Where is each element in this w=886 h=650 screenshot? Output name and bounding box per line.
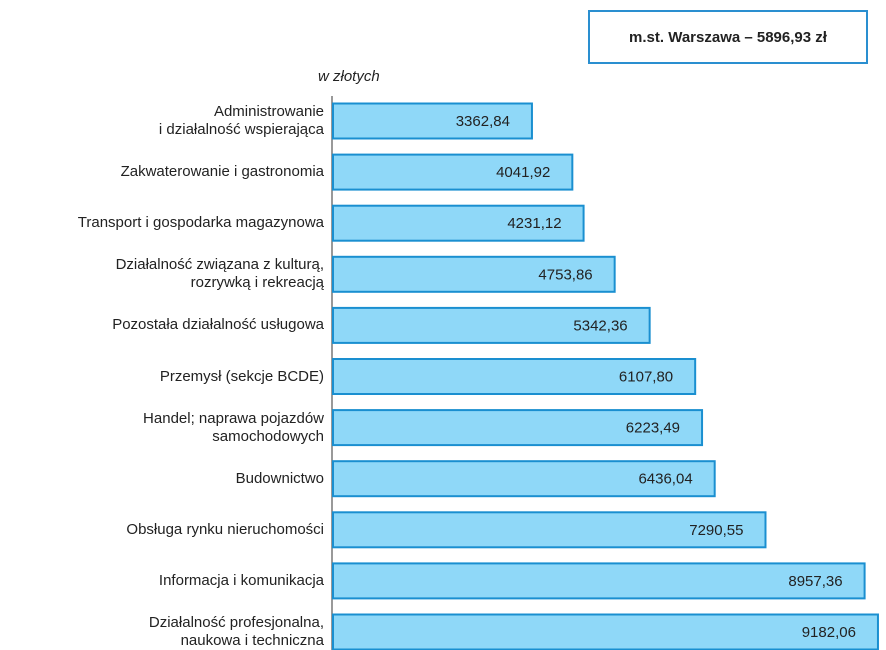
category-label: Działalność związana z kulturą, rozrywką… bbox=[115, 256, 324, 292]
category-label: Zakwaterowanie i gastronomia bbox=[120, 163, 324, 181]
value-label: 6223,49 bbox=[626, 420, 680, 437]
value-label: 9182,06 bbox=[802, 624, 856, 641]
value-label: 8957,36 bbox=[788, 573, 842, 590]
bar bbox=[332, 153, 574, 191]
category-label: Przemysł (sekcje BCDE) bbox=[159, 367, 324, 385]
bar bbox=[332, 613, 879, 650]
bar bbox=[332, 358, 697, 395]
value-label: 4231,12 bbox=[507, 215, 561, 232]
value-label: 6436,04 bbox=[638, 471, 692, 488]
bar bbox=[332, 306, 651, 344]
bar bbox=[332, 511, 767, 549]
value-label: 6107,80 bbox=[619, 368, 673, 385]
bar bbox=[332, 409, 704, 447]
category-label: Informacja i komunikacja bbox=[158, 571, 324, 589]
subtitle: w złotych bbox=[318, 68, 380, 85]
value-label: 4753,86 bbox=[538, 266, 592, 283]
bar bbox=[332, 102, 533, 140]
category-label: Pozostała działalność usługowa bbox=[112, 316, 324, 334]
category-label: Obsługa rynku nieruchomości bbox=[126, 520, 324, 538]
value-label: 3362,84 bbox=[456, 113, 510, 130]
category-label: Działalność profesjonalna, naukowa i tec… bbox=[148, 614, 324, 649]
bar bbox=[332, 562, 866, 600]
category-label: Administrowanie i działalność wspierając… bbox=[158, 103, 324, 138]
bar bbox=[332, 460, 716, 498]
value-label: 7290,55 bbox=[689, 522, 743, 539]
value-label: 5342,36 bbox=[573, 317, 627, 334]
category-label: Handel; naprawa pojazdów samochodowych bbox=[143, 409, 324, 445]
bar bbox=[332, 255, 616, 293]
category-label: Budownictwo bbox=[235, 469, 324, 487]
value-label: 4041,92 bbox=[496, 164, 550, 181]
bar bbox=[332, 204, 585, 242]
annotation: m.st. Warszawa – 5896,93 zł bbox=[588, 10, 868, 64]
category-label: Transport i gospodarka magazynowa bbox=[77, 214, 324, 232]
